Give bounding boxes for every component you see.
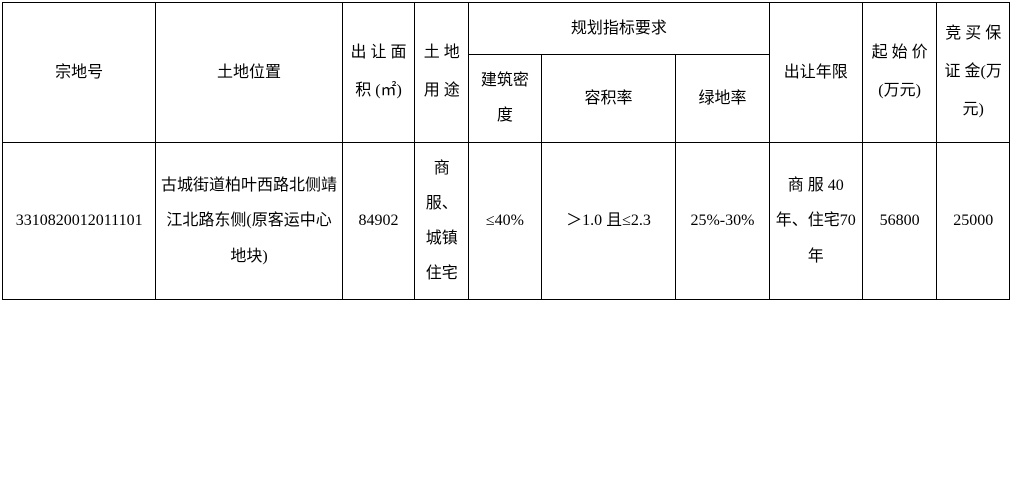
cell-term: 商 服 40 年、住宅70年: [769, 142, 862, 300]
cell-density: ≤40%: [469, 142, 542, 300]
cell-start-price: 56800: [862, 142, 937, 300]
header-start-price: 起 始 价(万元): [862, 3, 937, 143]
land-parcel-table: 宗地号 土地位置 出 让 面 积 (㎡) 土 地 用 途 规划指标要求 出让年限…: [2, 2, 1010, 300]
cell-plot-ratio: ＞1.0 且≤2.3: [541, 142, 676, 300]
header-deposit: 竞 买 保 证 金(万元): [937, 3, 1010, 143]
header-plot-ratio: 容积率: [541, 55, 676, 142]
header-density: 建筑密度: [469, 55, 542, 142]
header-usage: 土 地 用 途: [415, 3, 469, 143]
header-parcel-no: 宗地号: [3, 3, 156, 143]
table-row: 3310820012011101 古城街道柏叶西路北侧靖江北路东侧(原客运中心地…: [3, 142, 1010, 300]
cell-location: 古城街道柏叶西路北侧靖江北路东侧(原客运中心地块): [156, 142, 342, 300]
cell-green-rate: 25%-30%: [676, 142, 769, 300]
header-area: 出 让 面 积 (㎡): [342, 3, 415, 143]
cell-parcel-no: 3310820012011101: [3, 142, 156, 300]
cell-deposit: 25000: [937, 142, 1010, 300]
header-location: 土地位置: [156, 3, 342, 143]
header-term: 出让年限: [769, 3, 862, 143]
table-header-row-1: 宗地号 土地位置 出 让 面 积 (㎡) 土 地 用 途 规划指标要求 出让年限…: [3, 3, 1010, 55]
header-planning-group: 规划指标要求: [469, 3, 769, 55]
cell-usage: 商服、城镇住宅: [415, 142, 469, 300]
header-green-rate: 绿地率: [676, 55, 769, 142]
cell-area: 84902: [342, 142, 415, 300]
